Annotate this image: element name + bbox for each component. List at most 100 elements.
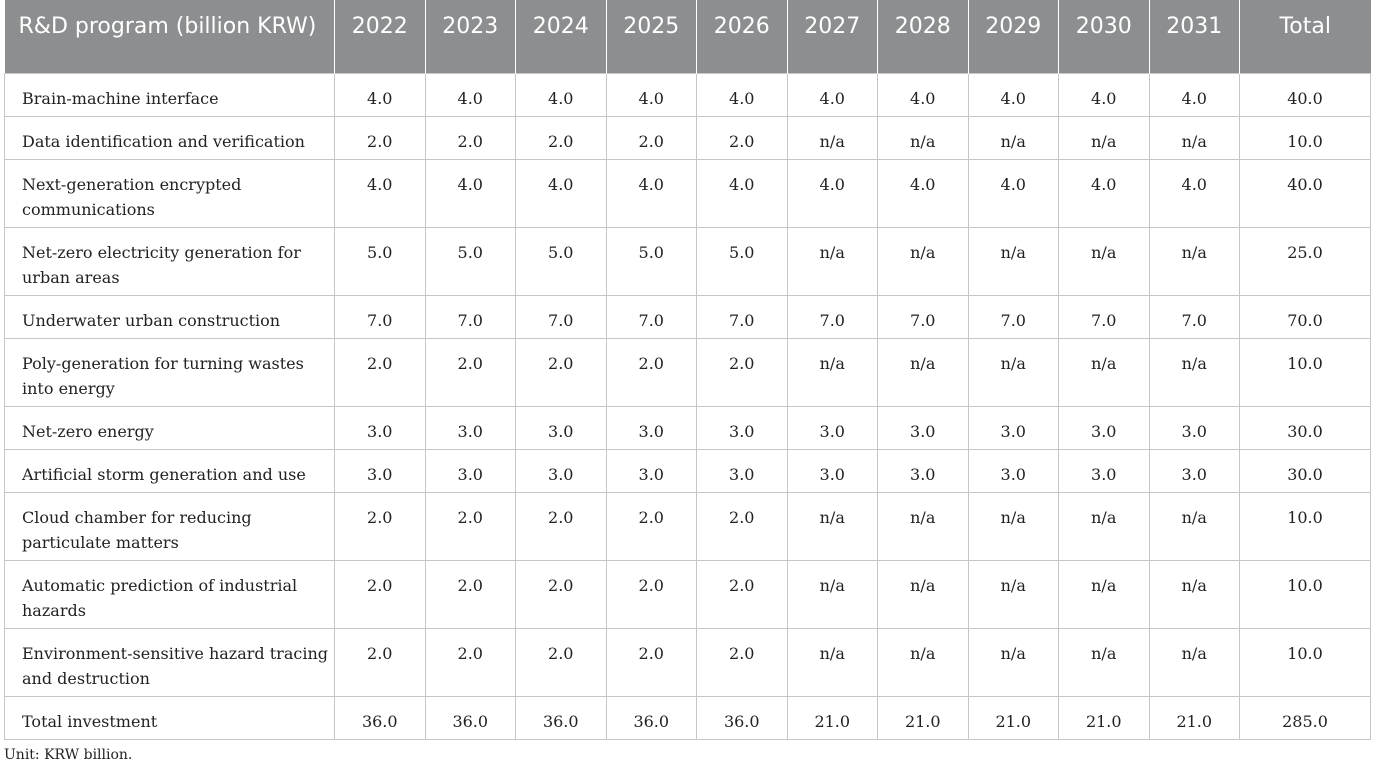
value-cell: n/a [1148,115,1240,160]
value-cell: 4.0 [515,72,607,117]
header-year: 2031 [1149,0,1240,73]
value-cell: 7.0 [877,294,969,339]
program-name-cell: Automatic prediction of industrial hazar… [4,559,335,629]
table-footnote: Unit: KRW billion. [4,747,133,763]
value-cell: 21.0 [786,695,878,740]
program-name-cell: Artificial storm generation and use [4,448,335,493]
program-name-cell: Net-zero energy [4,405,335,450]
value-cell: 2.0 [334,115,426,160]
value-cell: n/a [1058,337,1150,407]
value-cell: 3.0 [696,448,788,493]
rd-investment-table-container: R&D program (billion KRW) 2022 2023 2024 202… [4,0,1371,740]
value-cell: n/a [786,115,878,160]
value-cell: 2.0 [696,491,788,561]
table-row: Net-zero energy 3.0 3.0 3.0 3.0 3.0 3.0 3.0 3.0 3… [4,405,1371,450]
value-cell: 4.0 [696,72,788,117]
value-cell: 4.0 [967,72,1059,117]
value-cell: n/a [967,337,1059,407]
program-name-cell: Environment-sensitive hazard tracing and… [4,627,335,697]
value-cell: 3.0 [1058,448,1150,493]
value-cell: n/a [786,627,878,697]
value-cell: 7.0 [1148,294,1240,339]
value-cell: 2.0 [334,337,426,407]
value-cell: 4.0 [967,158,1059,228]
value-cell: 7.0 [696,294,788,339]
table-row: Underwater urban construction 7.0 7.0 7.0 7.… [4,294,1371,339]
value-cell: n/a [1148,337,1240,407]
row-total-cell: 10.0 [1239,337,1371,407]
value-cell: 4.0 [515,158,607,228]
program-name-cell: Next-generation encrypted communications [4,158,335,228]
value-cell: 2.0 [605,337,697,407]
value-cell: n/a [877,627,969,697]
row-total-cell: 25.0 [1239,226,1371,296]
header-year: 2029 [968,0,1059,73]
value-cell: 3.0 [334,405,426,450]
value-cell: n/a [1148,226,1240,296]
value-cell: 4.0 [786,72,878,117]
value-cell: n/a [877,559,969,629]
value-cell: n/a [967,226,1059,296]
table-row: Poly-generation for turning wastes into … [4,337,1371,407]
value-cell: 7.0 [334,294,426,339]
value-cell: 5.0 [424,226,516,296]
value-cell: 21.0 [877,695,969,740]
table-row: Net-zero electricity generation for urba… [4,226,1371,296]
table-row: Automatic prediction of industrial hazar… [4,559,1371,629]
row-total-cell: 40.0 [1239,72,1371,117]
value-cell: 3.0 [786,405,878,450]
value-cell: 2.0 [515,559,607,629]
value-cell: 4.0 [877,72,969,117]
header-program: R&D program (billion KRW) [4,0,335,73]
table-row: Artificial storm generation and use 3.0 3.… [4,448,1371,493]
program-name-cell: Cloud chamber for reducing particulate m… [4,491,335,561]
value-cell: n/a [1058,226,1150,296]
table-row: Next-generation encrypted communications… [4,158,1371,228]
value-cell: n/a [877,226,969,296]
value-cell: 36.0 [696,695,788,740]
value-cell: n/a [1058,627,1150,697]
row-total-cell: 40.0 [1239,158,1371,228]
value-cell: 2.0 [515,337,607,407]
value-cell: 4.0 [786,158,878,228]
value-cell: n/a [786,337,878,407]
value-cell: 3.0 [1148,405,1240,450]
header-total: Total [1239,0,1371,73]
value-cell: 5.0 [515,226,607,296]
value-cell: 4.0 [424,158,516,228]
value-cell: 3.0 [424,448,516,493]
value-cell: 7.0 [967,294,1059,339]
value-cell: 7.0 [1058,294,1150,339]
value-cell: n/a [967,627,1059,697]
program-name-cell: Data identification and verification [4,115,335,160]
value-cell: 36.0 [515,695,607,740]
value-cell: 4.0 [334,158,426,228]
table-row: Data identification and verification 2.0 2… [4,115,1371,160]
value-cell: 2.0 [605,491,697,561]
value-cell: 2.0 [334,627,426,697]
value-cell: 3.0 [786,448,878,493]
row-total-cell: 10.0 [1239,115,1371,160]
value-cell: 3.0 [605,405,697,450]
value-cell: 2.0 [515,115,607,160]
value-cell: 2.0 [334,559,426,629]
header-year: 2030 [1058,0,1150,73]
value-cell: 3.0 [967,448,1059,493]
value-cell: n/a [967,115,1059,160]
table-header: R&D program (billion KRW) 2022 2023 2024 202… [4,0,1371,73]
value-cell: 7.0 [605,294,697,339]
value-cell: 2.0 [605,627,697,697]
value-cell: n/a [1148,559,1240,629]
value-cell: 5.0 [334,226,426,296]
table-row: Brain-machine interface 4.0 4.0 4.0 4.0 4.0 4.… [4,72,1371,117]
value-cell: 4.0 [1148,158,1240,228]
value-cell: 2.0 [696,115,788,160]
value-cell: 3.0 [424,405,516,450]
value-cell: 4.0 [1058,158,1150,228]
value-cell: 2.0 [696,337,788,407]
value-cell: 2.0 [424,337,516,407]
row-total-cell: 10.0 [1239,559,1371,629]
table-row: Environment-sensitive hazard tracing and… [4,627,1371,697]
value-cell: 4.0 [605,72,697,117]
value-cell: 2.0 [334,491,426,561]
